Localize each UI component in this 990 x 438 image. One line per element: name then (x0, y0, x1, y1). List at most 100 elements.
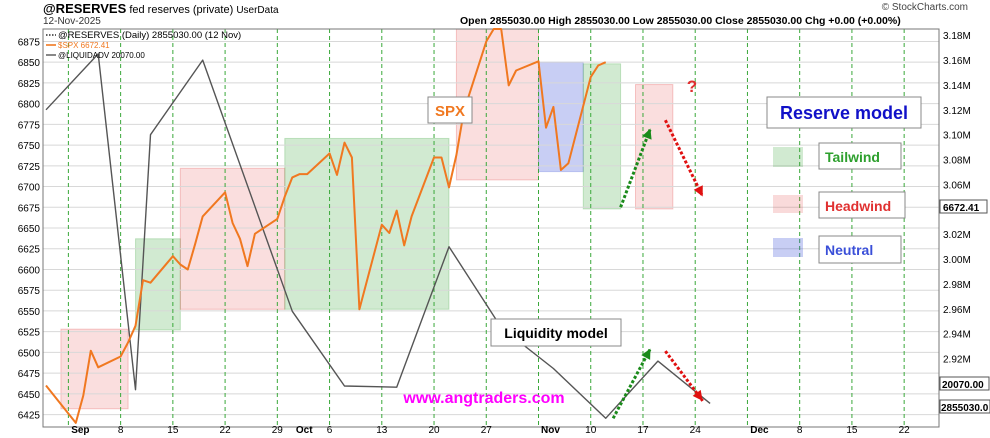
liquidity-forecast-arrow-green-head (641, 348, 651, 360)
liquidity-series (45, 53, 711, 419)
x-tick-label: 15 (167, 425, 179, 436)
badge-spx-box (939, 199, 988, 214)
left-tick-label: 6750 (18, 141, 41, 152)
spx-label-box (427, 96, 473, 124)
ohlc-readout: Open 2855030.00 High 2855030.00 Low 2855… (460, 15, 901, 27)
liquidity-model-box (490, 318, 622, 347)
reserve-model-box (766, 96, 922, 129)
x-tick-label: 8 (797, 425, 803, 436)
zone-headwind (179, 167, 286, 310)
left-tick-label: 6725 (18, 162, 41, 173)
legend-reserves: @RESERVES (Daily) 2855030.00 (12 Nov) (58, 30, 241, 41)
legend-spx: $SPX 6672.41 (58, 41, 110, 50)
left-tick-label: 6500 (18, 348, 41, 359)
x-tick-label: 27 (481, 425, 493, 436)
right-tick-label: 3.00M (943, 255, 971, 266)
left-tick-label: 6425 (18, 411, 41, 422)
right-tick-label: 3.08M (943, 156, 971, 167)
right-tick-label: 3.18M (943, 31, 971, 42)
x-tick-label: 20 (428, 425, 440, 436)
left-tick-label: 6700 (18, 183, 41, 194)
left-tick-label: 6800 (18, 100, 41, 111)
right-tick-label: 2.98M (943, 280, 971, 291)
x-tick-label: 10 (585, 425, 597, 436)
left-tick-label: 6625 (18, 245, 41, 256)
spx-forecast-arrow-green (619, 127, 652, 208)
right-tick-label: 3.06M (943, 180, 971, 191)
question-mark: ? (687, 77, 697, 96)
left-tick-label: 6525 (18, 328, 41, 339)
left-tick-label: 6825 (18, 79, 41, 90)
right-tick-label: 3.16M (943, 56, 971, 67)
left-tick-label: 6475 (18, 369, 41, 380)
left-tick-label: 6875 (18, 37, 41, 48)
left-tick-label: 6675 (18, 203, 41, 214)
liquidity-forecast-arrow-red-head (692, 389, 703, 401)
right-tick-label: 3.12M (943, 106, 971, 117)
plot-area (42, 28, 940, 428)
tailwind-swatch (773, 147, 803, 167)
left-tick-label: 6450 (18, 390, 41, 401)
liquidity-forecast-arrow-green (611, 347, 652, 420)
right-tick-label: 3.10M (943, 131, 971, 142)
x-tick-label: 29 (272, 425, 284, 436)
badge-res-box (939, 399, 990, 414)
headwind-box (818, 191, 906, 219)
neutral-swatch (773, 238, 803, 257)
right-tick-label: 2.96M (943, 305, 971, 316)
left-tick-label: 6650 (18, 224, 41, 235)
horizontal-gridlines (43, 40, 939, 416)
vertical-gridlines (67, 29, 905, 427)
badge-liq-box (939, 376, 990, 391)
liquidity-model-label: Liquidity model (504, 325, 607, 341)
symbol: @RESERVES (43, 1, 127, 16)
right-tick-label: 3.14M (943, 81, 971, 92)
x-tick-label: 8 (118, 425, 124, 436)
x-tick-label: 6 (327, 425, 333, 436)
spx-forecast-arrow-red-head (693, 185, 703, 197)
badge-liq: 20070.00 (942, 380, 984, 391)
left-tick-label: 6775 (18, 120, 41, 131)
x-tick-label: 24 (690, 425, 702, 436)
reserve-model-label: Reserve model (780, 103, 908, 123)
left-tick-label: 6575 (18, 286, 41, 297)
spx-forecast-arrow-green-head (642, 128, 652, 140)
headwind-swatch (773, 195, 803, 213)
watermark: © StockCharts.com (881, 2, 968, 13)
x-tick-label: 22 (220, 425, 232, 436)
left-tick-label: 6550 (18, 307, 41, 318)
zone-headwind (635, 84, 674, 210)
chart-date: 12-Nov-2025 (43, 16, 101, 27)
left-tick-label: 6850 (18, 58, 41, 69)
symbol-subtitle: fed reserves (private) (129, 4, 234, 16)
tailwind-label: Tailwind (825, 149, 880, 165)
neutral-box (818, 235, 902, 264)
x-tick-label: 22 (899, 425, 911, 436)
right-tick-label: 3.02M (943, 230, 971, 241)
x-tick-label: Sep (71, 425, 89, 436)
zone-tailwind (582, 63, 622, 210)
right-tick-label: 2.94M (943, 330, 971, 341)
x-tick-label: 17 (637, 425, 649, 436)
x-tick-label: Oct (296, 425, 313, 436)
tailwind-box (818, 142, 902, 170)
forecast-arrows (611, 119, 705, 420)
website-label: www.angtraders.com (402, 390, 564, 407)
badge-res: 2855030.0 (941, 403, 989, 414)
neutral-label: Neutral (825, 242, 873, 258)
headwind-label: Headwind (825, 198, 891, 214)
zone-neutral (538, 61, 584, 173)
spx-forecast-arrow-red (664, 119, 705, 198)
badge-spx: 6672.41 (943, 203, 980, 214)
spx-label: SPX (435, 103, 465, 120)
left-tick-label: 6600 (18, 265, 41, 276)
legend-liquidity: @LIQUIDADV 20070.00 (58, 51, 145, 60)
x-tick-label: Dec (750, 425, 769, 436)
x-tick-label: 13 (376, 425, 388, 436)
right-tick-label: 2.92M (943, 355, 971, 366)
x-tick-label: Nov (541, 425, 560, 436)
data-source: UserData (236, 5, 279, 16)
zone-group (60, 28, 674, 410)
spx-line (45, 28, 607, 424)
